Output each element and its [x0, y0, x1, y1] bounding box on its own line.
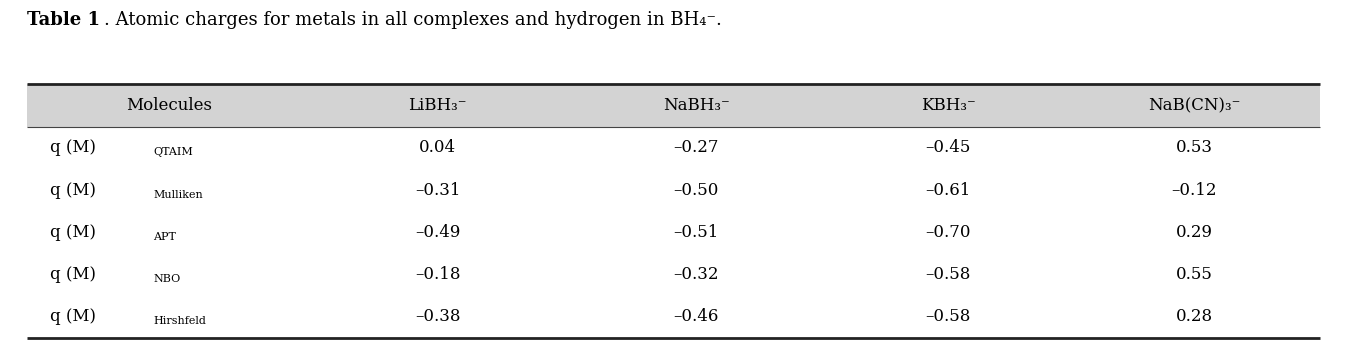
Text: NaB(CN)₃⁻: NaB(CN)₃⁻ — [1148, 97, 1241, 114]
Text: q (M): q (M) — [50, 224, 96, 241]
Text: q (M): q (M) — [50, 139, 96, 156]
Text: 0.55: 0.55 — [1176, 266, 1212, 283]
Text: 0.28: 0.28 — [1176, 308, 1212, 325]
Text: Molecules: Molecules — [127, 97, 213, 114]
Text: Hirshfeld: Hirshfeld — [154, 316, 206, 326]
Text: –0.49: –0.49 — [415, 224, 461, 241]
Text: 0.53: 0.53 — [1176, 139, 1212, 156]
Text: NBO: NBO — [154, 274, 180, 284]
Text: NaBH₃⁻: NaBH₃⁻ — [663, 97, 730, 114]
Text: 0.29: 0.29 — [1176, 224, 1212, 241]
Text: –0.27: –0.27 — [674, 139, 719, 156]
Text: –0.45: –0.45 — [925, 139, 971, 156]
Text: LiBH₃⁻: LiBH₃⁻ — [408, 97, 467, 114]
Text: q (M): q (M) — [50, 182, 96, 199]
Text: –0.50: –0.50 — [674, 182, 719, 199]
Text: –0.32: –0.32 — [674, 266, 719, 283]
Text: q (M): q (M) — [50, 308, 96, 325]
Text: –0.51: –0.51 — [674, 224, 719, 241]
Text: . Atomic charges for metals in all complexes and hydrogen in BH₄⁻.: . Atomic charges for metals in all compl… — [104, 11, 722, 29]
Text: –0.46: –0.46 — [674, 308, 719, 325]
Text: Mulliken: Mulliken — [154, 190, 203, 200]
Text: QTAIM: QTAIM — [154, 147, 193, 157]
Text: 0.04: 0.04 — [419, 139, 457, 156]
Bar — [27, 84, 1320, 127]
Text: KBH₃⁻: KBH₃⁻ — [921, 97, 975, 114]
Text: Table 1: Table 1 — [27, 11, 100, 29]
Text: –0.70: –0.70 — [925, 224, 971, 241]
Text: –0.38: –0.38 — [415, 308, 461, 325]
Text: q (M): q (M) — [50, 266, 96, 283]
Text: –0.61: –0.61 — [925, 182, 971, 199]
Text: –0.12: –0.12 — [1172, 182, 1216, 199]
Text: APT: APT — [154, 232, 176, 242]
Text: –0.18: –0.18 — [415, 266, 461, 283]
Text: –0.58: –0.58 — [925, 308, 971, 325]
Text: –0.58: –0.58 — [925, 266, 971, 283]
Text: –0.31: –0.31 — [415, 182, 461, 199]
